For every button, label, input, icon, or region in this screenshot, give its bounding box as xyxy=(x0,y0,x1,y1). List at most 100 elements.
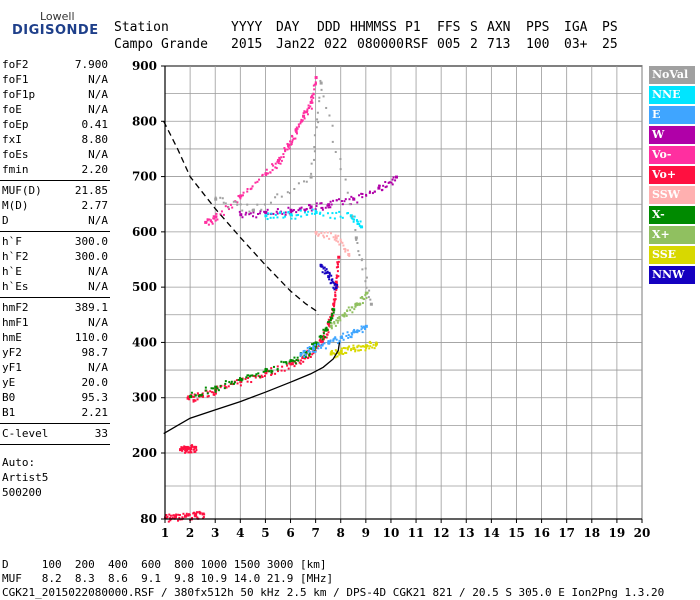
echo-point xyxy=(320,344,323,347)
echo-point xyxy=(191,445,194,448)
echo-point xyxy=(320,232,323,235)
param-value: 20.0 xyxy=(81,376,109,389)
echo-point xyxy=(356,331,359,334)
echo-point xyxy=(286,191,289,194)
echo-point xyxy=(291,134,294,137)
echo-point xyxy=(333,288,336,291)
param-row: hmF2 389.1 xyxy=(2,301,108,315)
param-value: 2.20 xyxy=(81,163,109,176)
echo-point xyxy=(258,375,261,378)
echo-point xyxy=(318,233,321,236)
echo-point xyxy=(303,349,306,352)
echo-point xyxy=(276,193,279,196)
echo-point xyxy=(304,351,308,355)
param-value: 2.21 xyxy=(81,406,109,419)
param-value: 98.7 xyxy=(81,346,109,359)
echo-point xyxy=(345,334,348,337)
echo-point xyxy=(358,329,361,332)
echo-point xyxy=(325,235,328,238)
echo-point xyxy=(187,451,190,454)
echo-point xyxy=(334,280,338,284)
echo-point xyxy=(241,377,244,380)
echo-point xyxy=(334,336,337,339)
param-value: 33 xyxy=(94,427,108,440)
echo-point xyxy=(314,230,318,234)
echo-point xyxy=(284,211,287,214)
echo-point xyxy=(338,340,341,343)
echo-point xyxy=(339,349,343,353)
echo-point xyxy=(189,449,192,452)
echo-point xyxy=(296,356,299,359)
echo-point xyxy=(356,201,359,204)
echo-point xyxy=(217,389,220,392)
profiles xyxy=(163,121,341,435)
echo-point xyxy=(214,197,218,201)
echo-point xyxy=(361,258,364,261)
echo-point xyxy=(278,212,281,215)
legend-item-e: E xyxy=(649,106,695,124)
echo-point xyxy=(333,298,336,301)
echo-point xyxy=(289,362,293,366)
echo-point xyxy=(369,342,372,345)
echo-point xyxy=(320,88,323,91)
echo-point xyxy=(306,346,309,349)
trace-vo- xyxy=(204,76,318,226)
echo-point xyxy=(264,214,268,218)
echo-point xyxy=(194,399,197,402)
echo-point xyxy=(315,345,318,348)
echo-point xyxy=(250,381,253,384)
param-row: D N/A xyxy=(2,214,108,228)
echo-point xyxy=(369,340,372,343)
echo-point xyxy=(363,327,366,330)
echo-point xyxy=(302,114,306,118)
echo-point xyxy=(334,356,337,359)
echo-point xyxy=(283,369,286,372)
echo-point xyxy=(274,372,277,375)
param-key: hmF2 xyxy=(2,301,29,314)
echo-point xyxy=(335,288,338,291)
param-row: hmE 110.0 xyxy=(2,331,108,345)
param-row: foF1p N/A xyxy=(2,88,108,102)
echo-point xyxy=(169,514,172,517)
echo-point xyxy=(359,225,363,229)
echo-point xyxy=(292,359,295,362)
echo-point xyxy=(222,213,225,216)
header-value-p1: RSF xyxy=(405,37,429,52)
echo-point xyxy=(307,104,310,107)
echo-point xyxy=(266,218,269,221)
echo-point xyxy=(201,512,205,516)
artist-name: Artist5 xyxy=(2,471,49,484)
echo-point xyxy=(321,271,324,274)
echo-point xyxy=(359,220,362,223)
echo-point xyxy=(385,185,388,188)
param-key: B0 xyxy=(2,391,16,404)
header-value-ffs: 005 xyxy=(437,37,461,52)
echo-point xyxy=(344,198,347,201)
echo-point xyxy=(391,183,394,186)
echo-point xyxy=(251,374,254,377)
legend-item-w: W xyxy=(649,126,695,144)
param-value: 389.1 xyxy=(74,301,108,314)
echo-point xyxy=(307,350,310,353)
echo-point xyxy=(363,298,366,301)
echo-point xyxy=(304,353,307,356)
echo-point xyxy=(338,351,341,354)
echo-point xyxy=(297,123,300,126)
echo-point xyxy=(362,325,365,328)
echo-point xyxy=(302,112,305,115)
echo-point xyxy=(290,217,293,220)
echo-point xyxy=(252,215,255,218)
echo-point xyxy=(272,164,275,167)
echo-point xyxy=(299,362,302,365)
echo-point xyxy=(171,516,174,519)
echo-point xyxy=(339,352,342,355)
param-value: N/A xyxy=(88,148,108,161)
y-tick-label: 700 xyxy=(132,170,157,184)
y-tick-label: 400 xyxy=(132,335,157,349)
echo-point xyxy=(174,515,178,519)
echo-point xyxy=(284,215,287,218)
echo-point xyxy=(208,218,211,221)
echo-point xyxy=(335,319,338,322)
echo-point xyxy=(321,340,324,343)
echo-point xyxy=(351,306,354,309)
